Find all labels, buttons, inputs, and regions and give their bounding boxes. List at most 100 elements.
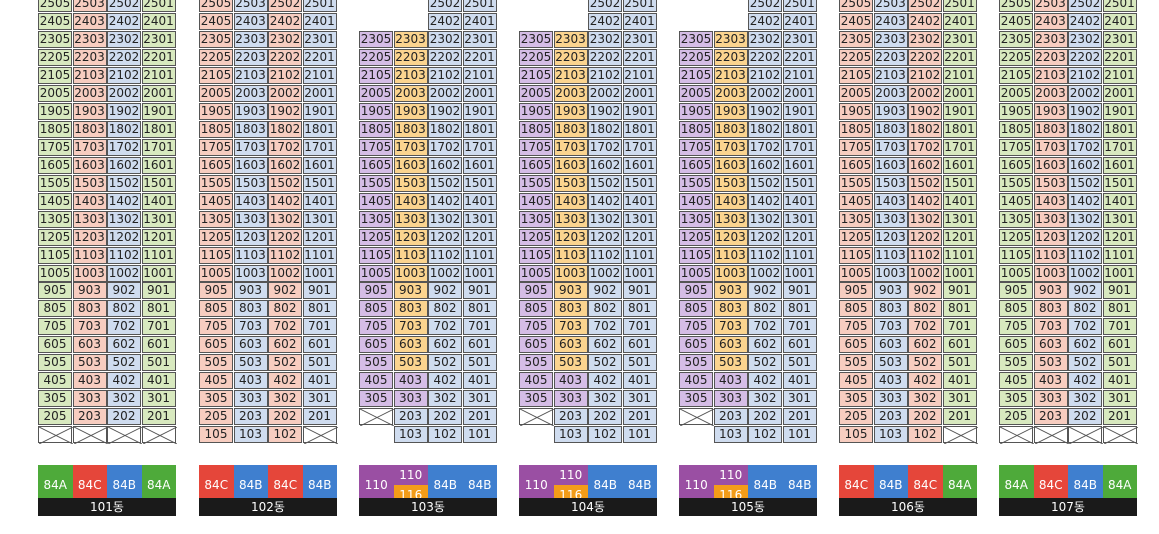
unit-cell: 501 (622, 354, 657, 372)
unit-cell: 1303 (1033, 210, 1068, 228)
unit-cell: 402 (107, 372, 141, 390)
unit-cell: 1001 (141, 264, 176, 282)
unit-cell: 2201 (302, 49, 337, 67)
unit-cell: 801 (1102, 300, 1137, 318)
unit-cell: 1901 (782, 102, 817, 120)
unit-cell: 2103 (1033, 67, 1068, 85)
unit-cell: 2202 (908, 49, 942, 67)
unit-cell: 1102 (908, 246, 942, 264)
unit-cell: 605 (679, 336, 713, 354)
unit-cell: 1203 (713, 228, 748, 246)
unit-cell: 1502 (107, 174, 141, 192)
unit-cell: 1505 (519, 174, 553, 192)
unit-cell: 1202 (428, 228, 462, 246)
unit-cell: 1005 (359, 264, 393, 282)
unit-cell: 1002 (1068, 264, 1102, 282)
unit-cell: 102 (268, 426, 302, 444)
unit-cell: 601 (462, 336, 497, 354)
unit-cell: 1903 (233, 102, 268, 120)
unit-cell: 2505 (839, 0, 873, 13)
unit-cell: 2001 (622, 85, 657, 102)
unit-cell: 1801 (782, 120, 817, 138)
unit-cell: 2003 (873, 85, 908, 102)
unit-cell: 405 (519, 372, 553, 390)
unit-cell: 905 (359, 282, 393, 300)
unit-cell: 2502 (428, 0, 462, 13)
unit-cell: 1403 (713, 192, 748, 210)
unit-cell: 1002 (748, 264, 782, 282)
unit-cell: 1703 (1033, 138, 1068, 156)
unit-cell: 101 (462, 426, 497, 444)
unit-cell: 2305 (839, 31, 873, 49)
unit-cell: 501 (141, 354, 176, 372)
unit-cell: 805 (199, 300, 233, 318)
unit-cell: 2503 (233, 0, 268, 13)
unit-cell: 1803 (72, 120, 107, 138)
unit-cell: 402 (428, 372, 462, 390)
unit-cell: 1803 (233, 120, 268, 138)
unit-cell: 1801 (141, 120, 176, 138)
unit-cell: 2105 (999, 67, 1033, 85)
unit-cell: 405 (359, 372, 393, 390)
unit-cell: 103 (553, 426, 588, 444)
unit-cell: 1005 (839, 264, 873, 282)
unit-cell: 901 (462, 282, 497, 300)
building-1: 2505 2503 2502 2501 2405 2403 2402 2401 2305 2303… (38, 0, 177, 516)
unit-cell: 1705 (199, 138, 233, 156)
unit-cell: 2301 (942, 31, 977, 49)
unit-cell: 1903 (72, 102, 107, 120)
unit-cell: 2301 (1102, 31, 1137, 49)
floor-grid: 2505 2503 2502 2501 2405 2403 2402 2401 2305 2303… (38, 0, 177, 445)
unit-cell: 501 (782, 354, 817, 372)
unit-cell: 2105 (839, 67, 873, 85)
building-3: 2502 2501 2402 2401 2305 2303 2302 2301 2205 2203… (359, 0, 497, 516)
unit-cell: 302 (107, 390, 141, 408)
unit-cell: 1701 (942, 138, 977, 156)
unit-cell: 902 (107, 282, 141, 300)
unit-cell: 905 (999, 282, 1033, 300)
unit-cell: 902 (428, 282, 462, 300)
unit-cell: 2301 (141, 31, 176, 49)
unit-cell: 1802 (1068, 120, 1102, 138)
unit-cell: 201 (942, 408, 977, 426)
unit-cell: 602 (748, 336, 782, 354)
unit-cell: 2303 (553, 31, 588, 49)
unit-cell: 1102 (588, 246, 622, 264)
unit-cell: 1105 (199, 246, 233, 264)
unit-cell: 1201 (782, 228, 817, 246)
unit-cell: 1805 (359, 120, 393, 138)
unit-cell: 1105 (839, 246, 873, 264)
unit-cell: 1802 (107, 120, 141, 138)
unit-cell: 502 (748, 354, 782, 372)
unit-cell: 2205 (839, 49, 873, 67)
unit-cell: 2502 (268, 0, 302, 13)
unit-cell: 2205 (199, 49, 233, 67)
unit-cell: 2303 (1033, 31, 1068, 49)
unit-cell: 1102 (268, 246, 302, 264)
unit-cell: 1801 (462, 120, 497, 138)
unit-cell: 1505 (359, 174, 393, 192)
unit-cell: 1102 (748, 246, 782, 264)
unit-cell: 1501 (1102, 174, 1137, 192)
unit-cell: 1205 (38, 228, 72, 246)
unit-cell: 305 (999, 390, 1033, 408)
unit-cell: 1403 (873, 192, 908, 210)
unit-cell: 203 (72, 408, 107, 426)
unit-cell: 1901 (462, 102, 497, 120)
unit-cell: 1101 (302, 246, 337, 264)
unit-cell: 2502 (107, 0, 141, 13)
unit-cell: 902 (748, 282, 782, 300)
unit-cell: 2302 (1068, 31, 1102, 49)
unit-cell: 2205 (38, 49, 72, 67)
unit-cell: 1001 (782, 264, 817, 282)
unit-cell: 703 (553, 318, 588, 336)
floor-grid: 2505 2503 2502 2501 2405 2403 2402 2401 2305 2303… (199, 0, 338, 445)
unit-cell: 2101 (302, 67, 337, 85)
unit-cell: 603 (393, 336, 428, 354)
unit-cell: 2103 (713, 67, 748, 85)
unit-cell: 1201 (942, 228, 977, 246)
unit-cell: 1202 (107, 228, 141, 246)
unit-cell: 1103 (713, 246, 748, 264)
unit-cell: 2201 (462, 49, 497, 67)
unit-cell: 1203 (1033, 228, 1068, 246)
